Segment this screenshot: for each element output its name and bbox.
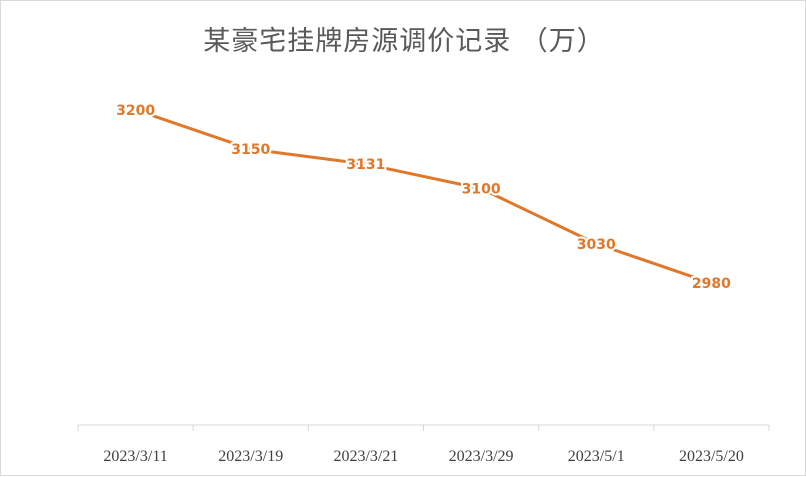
x-axis: [77, 424, 770, 431]
x-tick-label: 2023/3/19: [218, 448, 283, 465]
x-tick-label: 2023/5/1: [568, 448, 625, 465]
data-label: 3131: [346, 157, 385, 173]
data-label-layer: 3200 3150 3131 3100 3030 2980: [114, 101, 733, 294]
x-tick-labels: 2023/3/11 2023/3/19 2023/3/21 2023/3/29 2023…: [103, 448, 743, 465]
x-tick-label: 2023/3/29: [449, 448, 514, 465]
series-layer: [134, 108, 713, 285]
data-label: 3200: [116, 103, 155, 119]
data-label: 2980: [692, 276, 731, 292]
x-tick-label: 2023/3/21: [333, 448, 398, 465]
x-tick-label: 2023/3/11: [103, 448, 167, 465]
data-label: 3150: [231, 142, 270, 158]
data-label: 3030: [577, 237, 616, 253]
data-label: 3100: [462, 182, 501, 198]
series-line: [134, 108, 713, 285]
x-tick-label: 2023/5/20: [679, 448, 744, 465]
chart-title: 某豪宅挂牌房源调价记录 （万）: [203, 26, 605, 57]
